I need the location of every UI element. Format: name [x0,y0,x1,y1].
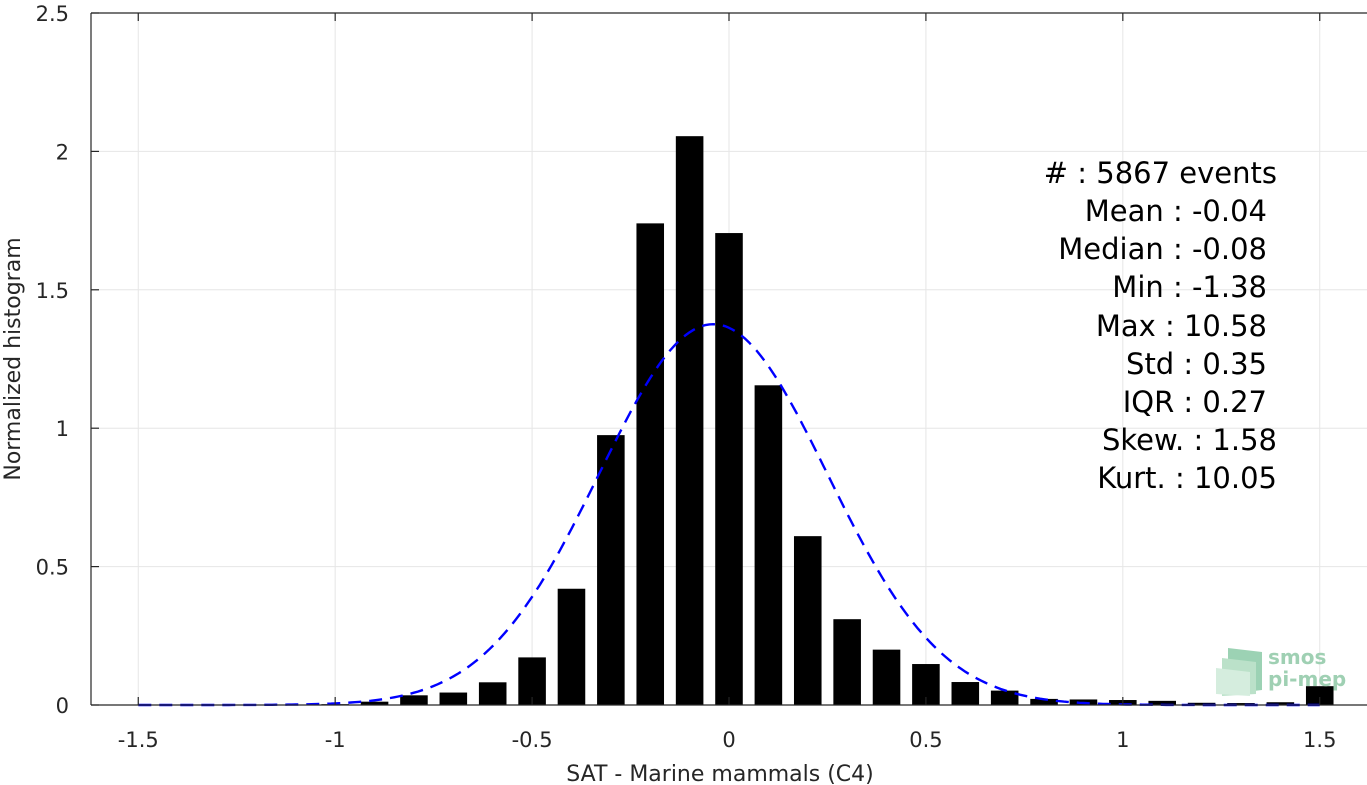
y-tick-label: 2.5 [36,2,69,26]
stats-annotation: # : 5867 events Mean : -0.04 Median : -0… [1044,156,1277,495]
histogram-bar [400,695,428,705]
histogram-bar [1227,703,1255,705]
smos-pi-mep-logo: smos pi-mep [1216,645,1346,696]
stat-kurt: Kurt. : 10.05 [1097,461,1277,495]
stat-max: Max : 10.58 [1096,309,1267,343]
histogram-bar [715,233,743,705]
histogram-bar [1030,698,1058,705]
histogram-bar [1187,702,1216,705]
axes [90,12,1367,706]
logo-wave-icon [1216,648,1262,696]
x-tick-label: 1 [1116,728,1129,752]
histogram-bar [754,385,783,705]
histogram-bar [636,223,665,706]
histogram-bar [872,649,901,705]
logo-text-smos: smos [1268,645,1326,669]
y-tick-label: 0.5 [36,556,69,580]
histogram-bar [793,536,822,705]
y-tick-label: 1 [56,417,69,441]
histogram-bar [951,682,980,705]
stat-std: Std : 0.35 [1126,347,1267,381]
y-tick-label: 2 [56,140,69,164]
histogram-bar [1266,702,1295,705]
histogram-bar [1305,686,1334,705]
y-tick-labels: 0 0.5 1 1.5 2 2.5 [36,2,69,718]
stat-iqr: IQR : 0.27 [1123,385,1267,419]
stat-skew: Skew. : 1.58 [1102,423,1277,457]
stat-min: Min : -1.38 [1112,270,1267,304]
histogram-bar [675,136,704,705]
x-tick-label: 0 [722,728,735,752]
histogram-bar [557,588,586,705]
x-tick-label: -1 [325,728,346,752]
x-tick-label: -0.5 [512,728,553,752]
y-axis-label: Normalized histogram [1,237,26,480]
histogram-bar [990,690,1019,705]
x-tick-label: 0.5 [909,728,942,752]
logo-text-pimep: pi-mep [1268,667,1346,691]
stat-mean: Mean : -0.04 [1085,194,1267,228]
x-tick-label: 1.5 [1303,728,1336,752]
histogram-bar [360,701,389,705]
stat-median: Median : -0.08 [1058,232,1267,266]
y-tick-label: 0 [56,694,69,718]
histogram-bar [439,692,468,705]
histogram-bar [597,435,625,705]
x-tick-labels: -1.5 -1 -0.5 0 0.5 1 1.5 [118,728,1337,752]
y-tick-label: 1.5 [36,279,69,303]
x-tick-label: -1.5 [118,728,159,752]
histogram-bar [478,682,507,705]
x-axis-label: SAT - Marine mammals (C4) [566,762,874,785]
stat-count: # : 5867 events [1044,156,1277,190]
histogram-bars [321,136,1334,706]
histogram-bar [1148,700,1176,705]
histogram-bar [833,619,861,705]
